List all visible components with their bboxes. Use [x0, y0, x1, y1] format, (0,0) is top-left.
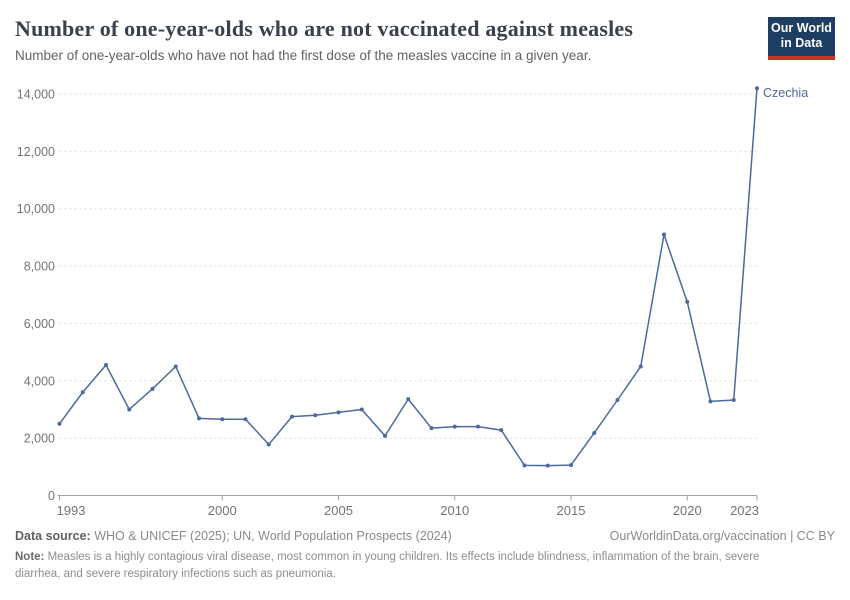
y-axis-tick-label: 12,000: [17, 145, 55, 159]
data-point[interactable]: [731, 398, 736, 403]
data-point[interactable]: [522, 463, 527, 468]
data-source-text: WHO & UNICEF (2025); UN, World Populatio…: [90, 529, 452, 543]
data-point[interactable]: [313, 413, 318, 418]
data-point[interactable]: [615, 398, 620, 403]
data-source: Data source: WHO & UNICEF (2025); UN, Wo…: [15, 529, 452, 543]
data-point[interactable]: [359, 407, 364, 412]
owid-license-link[interactable]: OurWorldinData.org/vaccination | CC BY: [609, 529, 835, 543]
entity-label: Czechia: [763, 86, 808, 100]
data-point[interactable]: [569, 463, 573, 468]
y-axis-tick-label: 10,000: [17, 202, 55, 216]
data-point[interactable]: [57, 421, 62, 426]
data-point[interactable]: [127, 407, 132, 412]
chart-footer: Data source: WHO & UNICEF (2025); UN, Wo…: [0, 525, 850, 584]
x-axis-tick-label: 2015: [557, 503, 586, 518]
data-point[interactable]: [755, 86, 759, 91]
y-axis-tick-label: 0: [48, 489, 55, 503]
data-point[interactable]: [708, 399, 713, 404]
data-point[interactable]: [545, 463, 550, 468]
x-axis-tick-label: 2005: [324, 503, 353, 518]
data-point[interactable]: [429, 426, 434, 431]
owid-logo-line2: in Data: [780, 36, 823, 51]
data-point[interactable]: [662, 232, 666, 237]
data-point[interactable]: [220, 417, 225, 422]
data-point[interactable]: [592, 430, 597, 435]
data-point[interactable]: [290, 414, 294, 419]
data-point[interactable]: [638, 364, 643, 369]
data-point[interactable]: [80, 390, 85, 395]
chart-subtitle: Number of one-year-olds who have not had…: [15, 48, 592, 64]
data-source-label: Data source:: [15, 529, 91, 543]
x-axis-tick-label: 1993: [57, 503, 86, 518]
y-axis-tick-label: 6,000: [24, 317, 55, 331]
footnote-text: Measles is a highly contagious viral dis…: [15, 551, 760, 581]
series-line: [58, 87, 758, 467]
data-point[interactable]: [499, 428, 504, 433]
x-axis-tick-label: 2023: [730, 503, 759, 518]
data-point[interactable]: [685, 299, 690, 304]
data-point[interactable]: [197, 416, 201, 421]
line-chart: 0 2,000 4,000 6,000 8,000 10,000 12,000 14,000 1…: [17, 86, 808, 518]
data-point[interactable]: [173, 364, 178, 369]
x-axis-tick-label: 2010: [440, 503, 469, 518]
data-point[interactable]: [266, 442, 271, 447]
data-point[interactable]: [150, 386, 155, 391]
owid-logo[interactable]: Our World in Data: [768, 17, 835, 60]
chart-header: Number of one-year-olds who are not vacc…: [0, 0, 850, 75]
data-point[interactable]: [406, 397, 411, 402]
data-point[interactable]: [476, 424, 480, 429]
y-axis-tick-label: 14,000: [17, 88, 55, 102]
page-title: Number of one-year-olds who are not vacc…: [15, 16, 634, 41]
y-axis-tick-label: 8,000: [24, 260, 55, 274]
x-axis-tick-label: 2000: [208, 503, 237, 518]
y-axis-tick-label: 4,000: [24, 374, 55, 388]
footnote: Note: Measles is a highly contagious vir…: [15, 549, 767, 584]
source-row: Data source: WHO & UNICEF (2025); UN, Wo…: [15, 529, 835, 543]
y-axis-tick-label: 2,000: [24, 432, 55, 446]
owid-logo-line1: Our World: [771, 21, 832, 35]
data-point[interactable]: [104, 363, 108, 368]
footnote-label: Note:: [15, 551, 45, 563]
data-point[interactable]: [243, 417, 248, 422]
data-point[interactable]: [452, 424, 457, 429]
x-axis-tick-label: 2020: [673, 503, 702, 518]
data-point[interactable]: [383, 433, 387, 438]
data-point[interactable]: [336, 410, 341, 415]
